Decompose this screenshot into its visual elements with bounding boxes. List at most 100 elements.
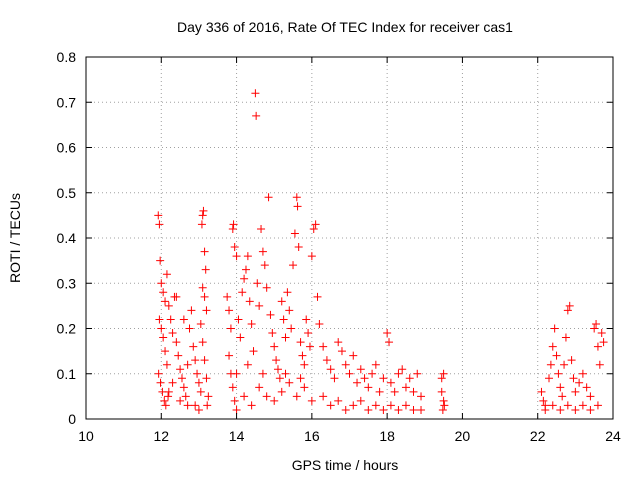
data-point bbox=[567, 356, 576, 365]
data-point bbox=[161, 297, 170, 306]
data-point bbox=[179, 383, 188, 392]
data-point bbox=[401, 383, 410, 392]
data-point bbox=[595, 360, 604, 369]
data-point bbox=[156, 378, 165, 387]
data-point bbox=[394, 405, 403, 414]
data-point bbox=[379, 405, 388, 414]
data-point bbox=[176, 365, 185, 374]
data-point bbox=[255, 383, 264, 392]
data-point bbox=[292, 392, 301, 401]
y-axis-ticks: 0 0.1 0.2 0.3 0.4 0.5 0.6 0.7 0.8 bbox=[57, 49, 613, 427]
data-point bbox=[548, 342, 557, 351]
data-point bbox=[262, 392, 271, 401]
data-point bbox=[200, 247, 209, 256]
data-point bbox=[386, 378, 395, 387]
data-point bbox=[586, 392, 595, 401]
data-point bbox=[319, 392, 328, 401]
y-tick-label: 0.3 bbox=[57, 275, 77, 291]
data-point bbox=[569, 374, 578, 383]
data-point bbox=[198, 211, 207, 220]
data-point bbox=[164, 392, 173, 401]
data-point bbox=[194, 405, 203, 414]
data-point bbox=[243, 252, 252, 261]
data-point bbox=[277, 387, 286, 396]
data-point bbox=[279, 315, 288, 324]
x-tick-label: 10 bbox=[78, 428, 94, 444]
data-point bbox=[586, 405, 595, 414]
data-point bbox=[198, 338, 207, 347]
data-point bbox=[240, 392, 249, 401]
data-point bbox=[189, 342, 198, 351]
data-point bbox=[270, 342, 279, 351]
data-point bbox=[356, 365, 365, 374]
data-point bbox=[292, 193, 301, 202]
data-point bbox=[300, 360, 309, 369]
data-point bbox=[230, 243, 239, 252]
data-point bbox=[552, 351, 561, 360]
data-point bbox=[179, 315, 188, 324]
y-tick-label: 0 bbox=[68, 411, 76, 427]
data-point bbox=[232, 369, 241, 378]
data-point bbox=[309, 224, 318, 233]
data-point bbox=[251, 89, 260, 98]
data-point bbox=[264, 193, 273, 202]
data-point bbox=[262, 283, 271, 292]
data-point bbox=[550, 324, 559, 333]
data-point bbox=[281, 369, 290, 378]
data-point bbox=[413, 369, 422, 378]
data-point bbox=[247, 319, 256, 328]
data-point bbox=[302, 315, 311, 324]
data-point bbox=[405, 374, 414, 383]
data-point bbox=[438, 405, 447, 414]
data-point bbox=[537, 387, 546, 396]
data-point bbox=[383, 329, 392, 338]
y-tick-label: 0.5 bbox=[57, 185, 77, 201]
data-point bbox=[386, 401, 395, 410]
data-point bbox=[258, 247, 267, 256]
data-point bbox=[364, 383, 373, 392]
data-point bbox=[159, 288, 168, 297]
data-point bbox=[394, 369, 403, 378]
data-point bbox=[322, 356, 331, 365]
y-axis-label: ROTI / TECUs bbox=[7, 193, 23, 283]
x-tick-label: 22 bbox=[530, 428, 546, 444]
data-point bbox=[398, 365, 407, 374]
data-point bbox=[296, 338, 305, 347]
data-point bbox=[162, 360, 171, 369]
data-point bbox=[593, 342, 602, 351]
data-point bbox=[191, 401, 200, 410]
x-tick-label: 24 bbox=[605, 428, 621, 444]
data-point bbox=[157, 324, 166, 333]
data-point bbox=[154, 369, 163, 378]
data-point bbox=[155, 315, 164, 324]
y-tick-label: 0.1 bbox=[57, 366, 77, 382]
data-point bbox=[575, 378, 584, 387]
data-point bbox=[599, 338, 608, 347]
data-point bbox=[201, 265, 210, 274]
data-point bbox=[592, 319, 601, 328]
data-point bbox=[202, 306, 211, 315]
data-point bbox=[223, 292, 232, 301]
data-point bbox=[290, 229, 299, 238]
data-point bbox=[349, 351, 358, 360]
data-point bbox=[558, 392, 567, 401]
data-point bbox=[238, 288, 247, 297]
data-points bbox=[154, 89, 608, 414]
data-point bbox=[571, 387, 580, 396]
data-point bbox=[417, 405, 426, 414]
data-point bbox=[245, 297, 254, 306]
data-point bbox=[578, 369, 587, 378]
data-point bbox=[249, 347, 258, 356]
data-point bbox=[319, 342, 328, 351]
data-point bbox=[563, 306, 572, 315]
data-point bbox=[315, 319, 324, 328]
data-point bbox=[326, 401, 335, 410]
data-point bbox=[230, 396, 239, 405]
data-point bbox=[168, 378, 177, 387]
data-point bbox=[159, 333, 168, 342]
data-point bbox=[196, 319, 205, 328]
data-point bbox=[232, 252, 241, 261]
data-point bbox=[293, 202, 302, 211]
data-point bbox=[307, 252, 316, 261]
